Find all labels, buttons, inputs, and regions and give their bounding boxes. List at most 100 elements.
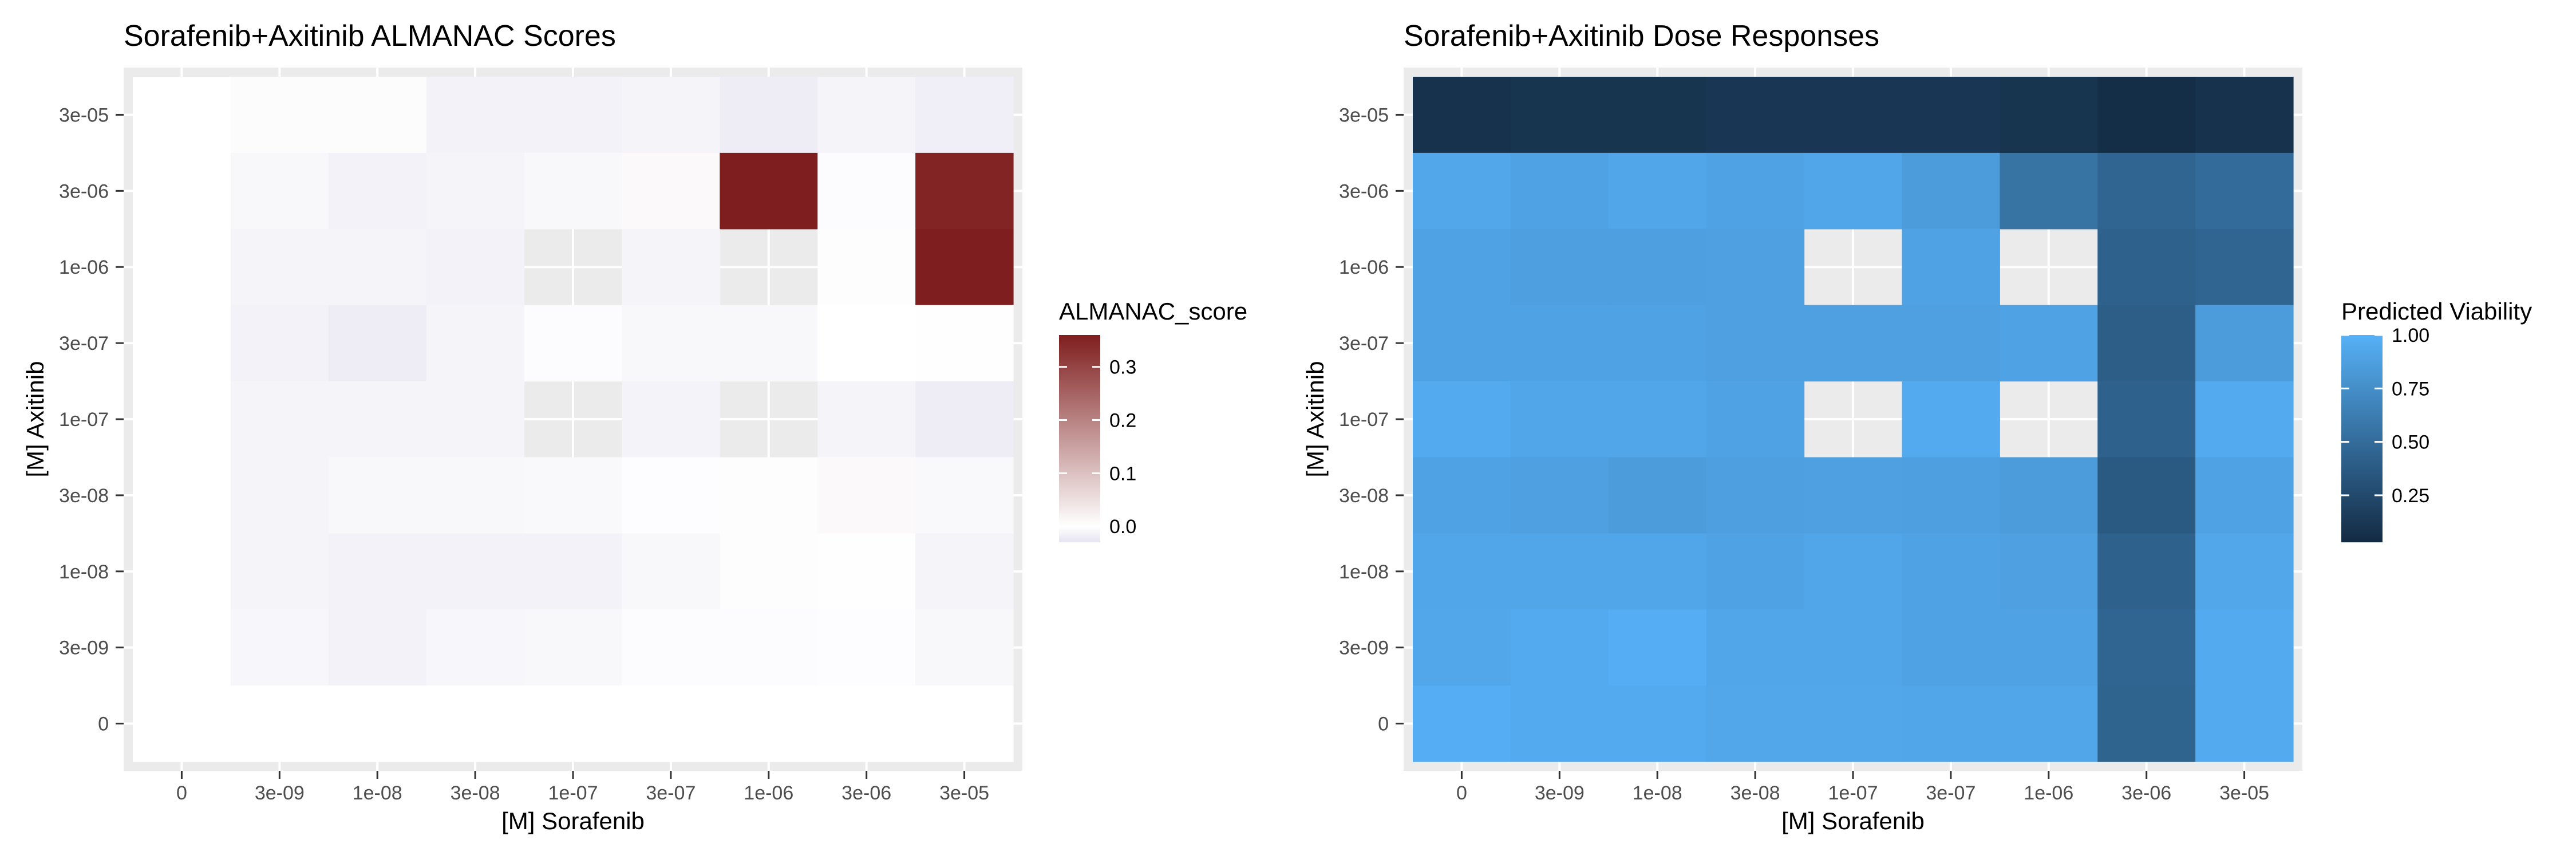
right-heatmap-cell [1804, 457, 1903, 534]
left-heatmap-cell [133, 609, 231, 686]
right-legend-title: Predicted Viability [2341, 298, 2532, 325]
left-heatmap-cell [230, 305, 329, 382]
left-x-tick-labels: 0 3e-09 1e-08 3e-08 1e-07 3e-07 1e-06 3e-06 3e-0… [176, 771, 989, 804]
right-heatmap-cell [2097, 457, 2196, 534]
right-heatmap-cell [1510, 152, 1609, 230]
left-heatmap-cell [524, 305, 623, 382]
left-heatmap-cell [817, 685, 916, 762]
left-heatmap-cell [328, 609, 427, 686]
left-heatmap-cell [133, 533, 231, 610]
left-legend: ALMANAC_score 0.3 0.2 0.1 0.0 [1059, 298, 1247, 542]
right-heatmap-cell [2000, 457, 2098, 534]
right-heatmap-cell [1510, 457, 1609, 534]
right-heatmap-cell [2195, 152, 2294, 230]
left-heatmap-cell [524, 77, 623, 153]
left-legend-ticks: 0.3 0.2 0.1 0.0 [1059, 357, 1136, 538]
right-y-tick-label: 3e-05 [1339, 104, 1389, 126]
left-x-tick-label: 1e-08 [353, 782, 402, 804]
right-heatmap-cell [1510, 609, 1609, 686]
right-heatmap-cell [1608, 457, 1707, 534]
left-heatmap-cell [915, 685, 1014, 762]
right-heatmap-cell [1510, 685, 1609, 762]
left-x-tick-label: 3e-07 [646, 782, 696, 804]
right-heatmap-cell [1608, 533, 1707, 610]
left-heatmap-cell [720, 457, 818, 534]
left-heatmap-cell [230, 228, 329, 306]
left-y-tick-labels: 3e-05 3e-06 1e-06 3e-07 1e-07 3e-08 1e-08 3e-09… [59, 104, 124, 735]
right-y-tick-labels: 3e-05 3e-06 1e-06 3e-07 1e-07 3e-08 1e-08 3e-09… [1339, 104, 1404, 735]
right-heatmap-cell [2097, 228, 2196, 306]
right-heatmap-cell [1413, 152, 1511, 230]
right-x-axis-title: [M] Sorafenib [1781, 807, 1925, 834]
left-heatmap-cell [230, 685, 329, 762]
right-heatmap-cell [1804, 533, 1903, 610]
left-heatmap-cell [720, 77, 818, 153]
right-heatmap-cell [1608, 305, 1707, 382]
left-heatmap-cell [328, 77, 427, 153]
right-heatmap-cell [1804, 609, 1903, 686]
left-heatmap-cell [133, 381, 231, 458]
left-heatmap-cell [328, 228, 427, 306]
right-x-tick-label: 3e-07 [1926, 782, 1976, 804]
left-heatmap-cell [133, 685, 231, 762]
left-heatmap-cell [817, 228, 916, 306]
right-heatmap-cell [1902, 609, 2000, 686]
right-heatmap-cell [1413, 77, 1511, 153]
right-heatmap-cell [1902, 533, 2000, 610]
left-y-tick-label: 3e-09 [59, 637, 109, 659]
right-heatmap-cell [1902, 457, 2000, 534]
right-heatmap-cell [1902, 305, 2000, 382]
left-x-tick-label: 3e-08 [451, 782, 500, 804]
left-heatmap-cell [817, 457, 916, 534]
right-heatmap-cell [2195, 457, 2294, 534]
right-y-tick-label: 1e-08 [1339, 561, 1389, 583]
dose-responses-panel: Sorafenib+Axitinib Dose Responses 3e-05 3… [1302, 19, 2532, 834]
left-heatmap-cell [720, 152, 818, 230]
right-heatmap-cell [1706, 457, 1805, 534]
left-x-axis-title: [M] Sorafenib [501, 807, 645, 834]
left-legend-tick-label: 0.1 [1109, 463, 1136, 484]
right-y-tick-label: 3e-06 [1339, 180, 1389, 202]
right-y-tick-label: 1e-07 [1339, 409, 1389, 431]
right-x-tick-label: 1e-07 [1828, 782, 1878, 804]
left-heatmap-cell [133, 305, 231, 382]
left-legend-tick-label: 0.3 [1109, 357, 1136, 379]
left-x-tick-label: 1e-07 [548, 782, 598, 804]
right-x-tick-label: 3e-08 [1730, 782, 1780, 804]
right-heatmap-cell [1510, 228, 1609, 306]
left-heatmap-cell [622, 609, 720, 686]
right-legend-ticks: 1.00 0.75 0.50 0.25 [2341, 325, 2429, 507]
right-heatmap-cell [2097, 305, 2196, 382]
right-heatmap-cell [1413, 609, 1511, 686]
right-heatmap-cell [1706, 609, 1805, 686]
left-heatmap-cell [817, 609, 916, 686]
right-heatmap-cell [1608, 77, 1707, 153]
left-heatmap-cell [524, 609, 623, 686]
left-heatmap-cell [524, 152, 623, 230]
right-x-tick-label: 3e-09 [1535, 782, 1585, 804]
right-chart-title: Sorafenib+Axitinib Dose Responses [1404, 19, 1879, 53]
right-heatmap-cell [1608, 152, 1707, 230]
left-y-tick-label: 0 [98, 714, 109, 735]
right-heatmap-cell [2097, 685, 2196, 762]
left-heatmap-cell [133, 457, 231, 534]
left-heatmap-cell [915, 152, 1014, 230]
left-heatmap-cell [426, 381, 525, 458]
left-heatmap-cell [328, 533, 427, 610]
right-heatmap-cell [1902, 77, 2000, 153]
right-heatmap-cell [2000, 152, 2098, 230]
left-heatmap-cell [230, 457, 329, 534]
left-heatmap-cell [817, 77, 916, 153]
left-heatmap-cell [622, 685, 720, 762]
right-heatmap-cell [2195, 228, 2294, 306]
right-y-tick-label: 3e-09 [1339, 637, 1389, 659]
left-heatmap-cell [524, 457, 623, 534]
right-heatmap-cell [2097, 77, 2196, 153]
left-heatmap-cell [720, 533, 818, 610]
right-heatmap-cell [2000, 533, 2098, 610]
left-heatmap-cell [230, 152, 329, 230]
right-heatmap-cell [1413, 228, 1511, 306]
left-heatmap-cell [524, 685, 623, 762]
right-heatmap-cell [1413, 533, 1511, 610]
left-heatmap-cell [915, 533, 1014, 610]
